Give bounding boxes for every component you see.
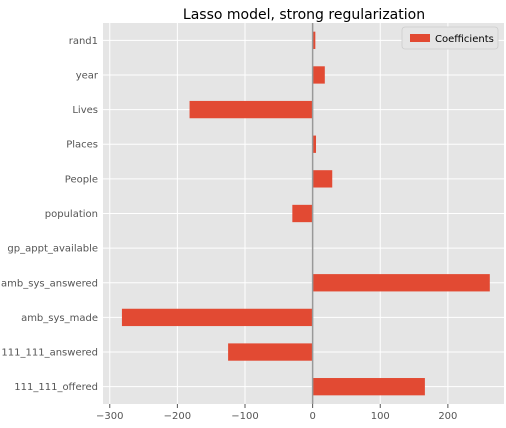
legend-box: [401, 26, 499, 50]
bar-111_111_answered: [228, 343, 313, 361]
chart-title: Lasso model, strong regularization: [183, 7, 425, 23]
bars: [121, 31, 490, 396]
y-tick-label: amb_sys_made: [21, 313, 98, 324]
legend-swatch: [410, 34, 430, 42]
x-tick-label: 100: [371, 411, 390, 422]
y-tick-label: 111_111_offered: [14, 382, 98, 393]
y-tick-label: 111_111_answered: [1, 348, 98, 359]
y-tick-label: People: [65, 174, 98, 185]
x-tick-label: 0: [309, 411, 315, 422]
bar-Lives: [189, 100, 313, 119]
x-tick-label: 200: [438, 411, 457, 422]
y-tick-label: Places: [66, 140, 98, 151]
y-tick-label: population: [45, 209, 98, 220]
y-tick-label: gp_appt_available: [7, 244, 98, 255]
x-tick-label: −200: [164, 411, 191, 422]
bar-year: [312, 66, 325, 84]
bar-111_111_offered: [312, 378, 425, 396]
x-tick-labels: −300 −200 −100 0 100 200: [96, 404, 457, 422]
y-tick-labels: rand1 year Lives Places People population gp_a…: [1, 36, 99, 393]
bar-People: [312, 170, 333, 188]
y-tick-label: amb_sys_answered: [1, 278, 98, 289]
bar-rand1: [312, 31, 316, 49]
bar-population: [292, 204, 313, 223]
bar-amb_sys_made: [121, 308, 313, 327]
y-tick-label: Lives: [72, 105, 98, 116]
legend: Coefficients: [401, 26, 499, 50]
bar-amb_sys_answered: [312, 274, 490, 292]
y-tick-label: rand1: [69, 36, 98, 47]
legend-label: Coefficients: [435, 34, 494, 45]
x-tick-label: −300: [96, 411, 123, 422]
y-tick-label: year: [76, 70, 99, 81]
x-tick-label: −100: [231, 411, 258, 422]
bar-Places: [312, 135, 317, 153]
